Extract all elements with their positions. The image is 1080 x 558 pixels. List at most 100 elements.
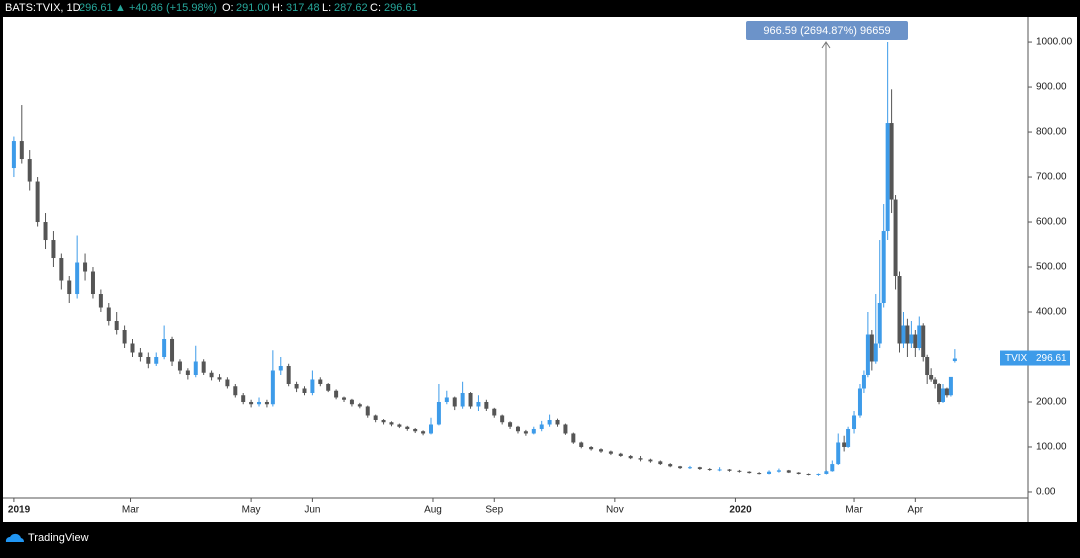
candle-body	[270, 370, 275, 405]
candle-body	[707, 469, 712, 471]
candle-body	[589, 446, 594, 450]
candle-body	[452, 397, 457, 407]
candle-body	[687, 467, 692, 469]
candle-body	[217, 377, 222, 380]
candle-body	[648, 459, 653, 462]
candle-body	[905, 325, 910, 344]
candle-body	[365, 406, 370, 416]
candle-body	[852, 415, 857, 429]
candle-body	[846, 428, 851, 447]
candle-body	[796, 472, 801, 474]
candle-body	[500, 415, 505, 423]
last-price: 296.61	[79, 2, 113, 14]
candle-body	[515, 426, 520, 432]
candle-body	[90, 271, 95, 295]
candle-body	[865, 334, 870, 375]
candle-body	[571, 433, 576, 443]
candle-body	[302, 388, 307, 393]
candle-body	[555, 419, 560, 425]
candle-body	[873, 343, 878, 362]
candle-body	[599, 449, 604, 452]
candle-body	[913, 334, 918, 348]
candle-body	[421, 431, 426, 434]
candle-body	[209, 372, 214, 378]
candle-body	[67, 280, 72, 295]
price-tag-value: 296.61	[1036, 353, 1067, 364]
candle-body	[130, 343, 135, 353]
y-tick-label: 900.00	[1036, 82, 1067, 93]
candle-body	[508, 422, 513, 427]
candle-body	[294, 383, 299, 389]
candle-body	[885, 123, 890, 232]
candle-body	[917, 325, 922, 348]
candle-body	[539, 424, 544, 429]
candle-body	[373, 415, 378, 420]
low-label: L:	[322, 2, 331, 14]
y-tick-label: 500.00	[1036, 262, 1067, 273]
candle-body	[334, 390, 339, 398]
candle-body	[948, 376, 953, 396]
candle-body	[944, 388, 949, 396]
high-value: 317.48	[286, 2, 320, 14]
candle-body	[531, 428, 536, 434]
candle-body	[35, 181, 40, 223]
candle-body	[893, 199, 898, 277]
candle-body	[146, 356, 151, 364]
candle-body	[201, 361, 206, 373]
candle-body	[767, 471, 772, 474]
candle-body	[98, 294, 103, 308]
low-value: 287.62	[334, 2, 368, 14]
x-tick-label: Nov	[606, 505, 624, 516]
x-tick-label: Apr	[908, 505, 924, 516]
x-tick-label: Aug	[424, 505, 442, 516]
y-tick-label: 200.00	[1036, 397, 1067, 408]
candle-body	[909, 334, 914, 344]
candle-body	[286, 365, 291, 384]
close-value: 296.61	[384, 2, 418, 14]
change: ▲ +40.86 (+15.98%)	[115, 2, 217, 14]
measure-label: 966.59 (2694.87%) 96659	[763, 25, 890, 37]
candle-body	[349, 399, 354, 405]
candle-body	[737, 470, 742, 472]
measure-label-box	[746, 21, 908, 40]
x-tick-label: May	[242, 505, 261, 516]
candle-body	[413, 428, 418, 432]
candle-body	[747, 471, 752, 474]
candle-body	[138, 352, 143, 357]
candle-body	[877, 303, 882, 344]
y-tick-label: 700.00	[1036, 172, 1067, 183]
candle-body	[114, 321, 119, 331]
logo	[5, 533, 25, 542]
candle-body	[901, 325, 906, 344]
candle-body	[816, 473, 821, 475]
y-tick-label: 600.00	[1036, 217, 1067, 228]
candle-body	[326, 383, 331, 391]
candle-body	[122, 330, 127, 344]
candle-body	[468, 392, 473, 407]
y-tick-label: 800.00	[1036, 127, 1067, 138]
x-tick-label: 2020	[729, 505, 752, 516]
candle-body	[638, 458, 643, 460]
x-tick-label: 2019	[8, 505, 31, 516]
candle-body	[717, 469, 722, 471]
candle-body	[842, 442, 847, 447]
candle-body	[43, 222, 48, 241]
candle-body	[460, 392, 465, 407]
brand[interactable]: TradingView	[28, 532, 89, 544]
candle-body	[929, 374, 934, 380]
candle-body	[492, 408, 497, 416]
candle-body	[154, 356, 159, 364]
candle-body	[11, 141, 16, 169]
price-tag	[1000, 350, 1070, 366]
candle-body	[836, 442, 841, 465]
measure-arrow	[821, 41, 831, 49]
candle-body	[658, 461, 663, 465]
candle-body	[933, 379, 938, 384]
candle-body	[342, 397, 347, 400]
candle-body	[389, 422, 394, 425]
candle-body	[940, 388, 945, 402]
candle-body	[668, 464, 673, 467]
x-tick-label: Mar	[122, 505, 140, 516]
candle-body	[869, 334, 874, 362]
